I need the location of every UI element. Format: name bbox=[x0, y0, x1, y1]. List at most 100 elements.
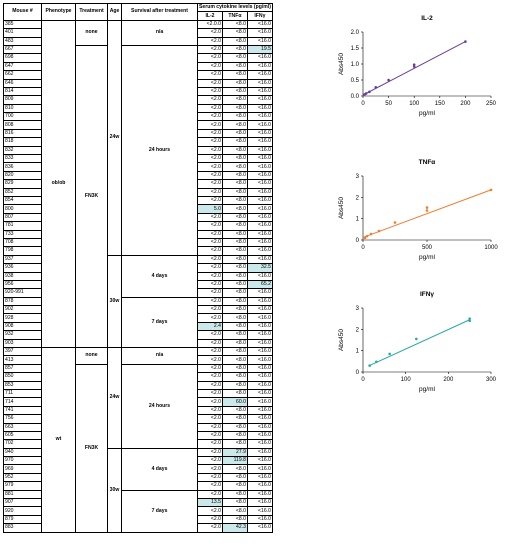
y-tick-label: 3 bbox=[356, 174, 360, 180]
treatment-group-cell: FN3K bbox=[75, 44, 108, 349]
mouse-id-cell: 662 bbox=[3, 70, 42, 80]
tnfa-value-cell: <8.0 bbox=[221, 422, 248, 432]
tnfa-value-cell: <8.0 bbox=[221, 179, 248, 189]
mouse-id-cell: 907 bbox=[3, 498, 42, 508]
table-row: 881 7 days <2.0 <8.0 <16.0 bbox=[3, 489, 273, 533]
ifng-value-cell: <16.0 bbox=[246, 288, 273, 298]
mouse-id-cell: 798 bbox=[3, 246, 42, 256]
il2-value-cell: <2.0 bbox=[197, 70, 223, 80]
tnfa-value-cell: <8.0 bbox=[221, 187, 248, 198]
mouse-id-cell: 702 bbox=[3, 439, 42, 449]
il2-value-cell: <2.0 bbox=[197, 86, 223, 97]
header-phenotype: Phenotype bbox=[41, 3, 76, 21]
survival-group-cell: 24 hours bbox=[121, 44, 198, 256]
mouse-id-cell: 401 bbox=[3, 28, 42, 38]
table-row: 702 <2.0 <8.0 <16.0 bbox=[3, 439, 273, 449]
table-row: 798 <2.0 <8.0 <16.0 bbox=[3, 246, 273, 256]
mouse-id-cell: 663 bbox=[3, 422, 42, 432]
tnfa-value-cell: <8.0 bbox=[221, 61, 248, 72]
table-row: 401 <2.0 <8.0 <16.0 bbox=[3, 28, 273, 38]
ifng-value-cell: 19.5 bbox=[246, 44, 273, 55]
survival-group-cell: 24 hours bbox=[121, 363, 198, 449]
il2-value-cell: <2.0 bbox=[197, 179, 223, 189]
tnfa-value-cell: <8.0 bbox=[221, 439, 248, 449]
fit-line bbox=[369, 319, 470, 367]
tnfa-value-cell: <8.0 bbox=[221, 28, 248, 38]
tnfa-value-cell: <8.0 bbox=[221, 355, 248, 365]
treatment-group-cell: none bbox=[75, 347, 108, 365]
table-row: 741 <2.0 <8.0 <16.0 bbox=[3, 405, 273, 416]
mouse-id-cell: 397 bbox=[3, 346, 42, 357]
mouse-id-cell: 902 bbox=[3, 305, 42, 315]
table-row: 647 <2.0 <8.0 <16.0 bbox=[3, 61, 273, 72]
mouse-id-cell: 883 bbox=[3, 523, 42, 533]
tnfa-value-cell: <8.0 bbox=[221, 481, 248, 491]
y-tick-label: 1.5 bbox=[351, 46, 360, 52]
il2-value-cell: <2.0 bbox=[197, 137, 223, 147]
data-point bbox=[489, 188, 493, 192]
tnfa-value-cell: <8.0 bbox=[221, 380, 248, 390]
tnfa-value-cell: <8.0 bbox=[221, 170, 248, 181]
tnfa-standard-curve-chart: TNFα 0 500 1000 0 1 2 3 pg/ml Abs450 bbox=[338, 159, 498, 261]
il2-value-cell: <2.0 bbox=[197, 128, 223, 139]
tnfa-value-cell: <8.0 bbox=[221, 128, 248, 139]
table-row: 857 FN3K 24 hours <2.0 <8.0 <16.0 bbox=[3, 363, 273, 533]
tnfa-value-cell: <8.0 bbox=[221, 212, 248, 223]
mouse-id-cell: 920 bbox=[3, 506, 42, 516]
il2-value-cell: <2.0 bbox=[197, 372, 223, 382]
ifng-value-cell: <16.0 bbox=[246, 430, 273, 441]
table-row: 979 <2.0 <8.0 <16.0 bbox=[3, 481, 273, 491]
il2-value-cell: <2.0 bbox=[197, 523, 223, 533]
ifng-value-cell: <16.0 bbox=[246, 53, 273, 63]
ifng-value-cell: <16.0 bbox=[246, 305, 273, 315]
data-point bbox=[364, 92, 368, 95]
ifng-value-cell: <16.0 bbox=[246, 28, 273, 38]
x-tick-label: 0 bbox=[361, 377, 365, 383]
mouse-id-cell: 808 bbox=[3, 120, 42, 130]
ifng-value-cell: <16.0 bbox=[246, 439, 273, 449]
tnfa-value-cell: <8.0 bbox=[221, 254, 248, 265]
mouse-id-cell: 667 bbox=[3, 44, 42, 55]
ifng-value-cell: <16.0 bbox=[246, 372, 273, 382]
tnfa-value-cell: <8.0 bbox=[221, 414, 248, 424]
data-point bbox=[412, 63, 416, 66]
header-tnfa: TNFα bbox=[221, 11, 248, 21]
phenotype-group-cell: ob/ob bbox=[41, 19, 76, 349]
il2-value-cell: <2.0 bbox=[197, 263, 223, 273]
mouse-id-cell: 818 bbox=[3, 137, 42, 147]
mouse-id-cell: 938 bbox=[3, 271, 42, 281]
il2-value-cell: <2.0 bbox=[197, 229, 223, 239]
ifng-value-cell: <16.0 bbox=[246, 137, 273, 147]
ifng-value-cell: <16.0 bbox=[246, 380, 273, 390]
data-point bbox=[368, 364, 371, 367]
tnfa-value-cell: <8.0 bbox=[221, 279, 248, 290]
il2-value-cell: <2.0 bbox=[197, 120, 223, 130]
tnfa-value-cell: <8.0 bbox=[221, 221, 248, 231]
mouse-id-cell: 854 bbox=[3, 195, 42, 206]
ifng-value-cell: <16.0 bbox=[246, 481, 273, 491]
il2-value-cell: <2.0 bbox=[197, 447, 223, 458]
survival-group-cell: 7 days bbox=[121, 489, 198, 533]
il2-value-cell: <2.0 bbox=[197, 388, 223, 399]
il2-value-cell: <2.0 bbox=[197, 145, 223, 156]
il2-value-cell: <2.0 bbox=[197, 296, 223, 307]
ifng-value-cell: <16.0 bbox=[246, 330, 273, 340]
il2-value-cell: <2.0 bbox=[197, 112, 223, 122]
tnfa-value-cell: <8.0 bbox=[221, 78, 248, 88]
ifng-value-cell: <16.0 bbox=[246, 195, 273, 206]
mouse-id-cell: 832 bbox=[3, 145, 42, 156]
table-row: 883 <2.0 42.3 <16.0 bbox=[3, 523, 273, 533]
il2-value-cell: <2.0 bbox=[197, 61, 223, 72]
x-tick-label: 150 bbox=[435, 101, 446, 107]
tnfa-value-cell: <8.0 bbox=[221, 472, 248, 483]
il2-value-cell: <2.0 bbox=[197, 422, 223, 432]
table-row: 878 7 days <2.0 <8.0 <16.0 bbox=[3, 296, 273, 349]
y-tick-label: 3 bbox=[356, 306, 360, 312]
ifng-value-cell: <16.0 bbox=[246, 170, 273, 181]
mouse-id-cell: 647 bbox=[3, 61, 42, 72]
survival-group-cell: 4 days bbox=[121, 254, 198, 298]
il2-value-cell: <2.0 bbox=[197, 53, 223, 63]
survival-group-cell: 7 days bbox=[121, 296, 198, 349]
tnfa-value-cell: <8.0 bbox=[221, 464, 248, 474]
mouse-id-cell: 700 bbox=[3, 112, 42, 122]
